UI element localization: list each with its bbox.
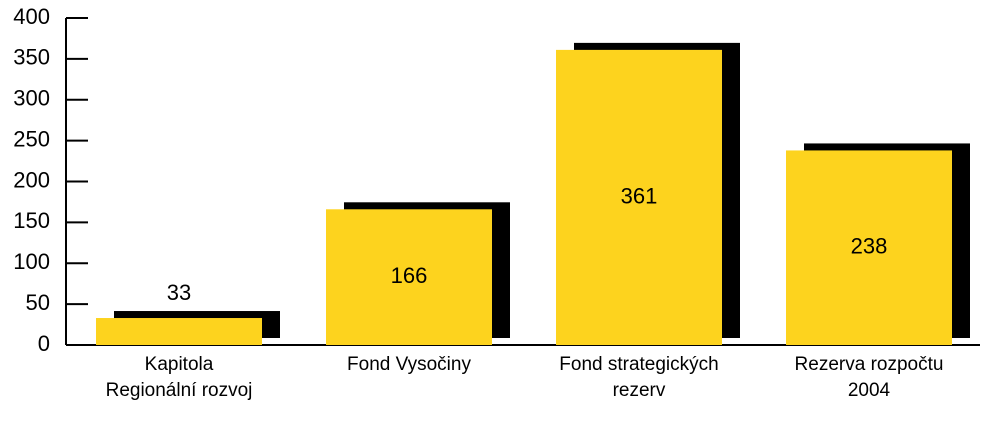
x-tick-label: Fond Vysočiny [347,354,471,375]
bar [96,318,262,345]
y-tick-label: 100 [13,249,50,274]
x-tick-label: Kapitola Regionální rozvoj [105,354,253,401]
y-tick-label: 400 [13,4,50,29]
value-label: 238 [851,234,888,259]
x-tick-label: Rezerva rozpočtu 2004 [794,354,944,401]
value-label: 33 [167,280,191,305]
value-label: 166 [391,263,428,288]
y-tick-label: 350 [13,45,50,70]
y-tick-label: 150 [13,208,50,233]
y-tick-label: 50 [26,290,50,315]
bar [786,150,952,345]
y-tick-label: 200 [13,167,50,192]
bar [556,49,722,345]
y-tick-label: 0 [38,331,50,356]
bar [326,209,492,345]
value-label: 361 [621,183,658,208]
y-tick-label: 250 [13,126,50,151]
y-tick-label: 300 [13,86,50,111]
x-tick-label: Fond strategických rezerv [559,354,719,401]
